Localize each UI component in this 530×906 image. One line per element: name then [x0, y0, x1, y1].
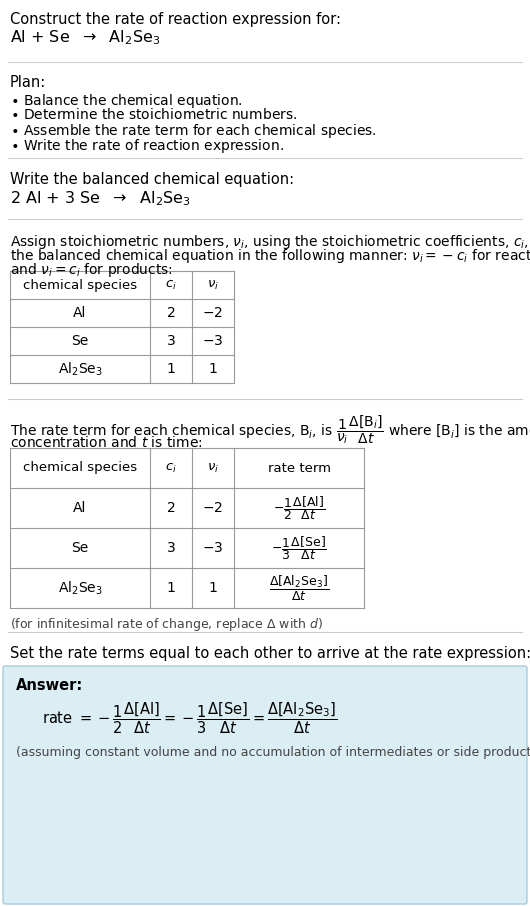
Text: Se: Se	[72, 334, 89, 348]
Text: 2: 2	[166, 306, 175, 320]
Text: rate $= -\dfrac{1}{2}\dfrac{\Delta[\mathrm{Al}]}{\Delta t} = -\dfrac{1}{3}\dfrac: rate $= -\dfrac{1}{2}\dfrac{\Delta[\math…	[42, 700, 337, 736]
Text: chemical species: chemical species	[23, 461, 137, 475]
Text: Al: Al	[73, 501, 87, 515]
Text: Al$_2$Se$_3$: Al$_2$Se$_3$	[58, 579, 102, 597]
Text: Al: Al	[73, 306, 87, 320]
Text: $-3$: $-3$	[202, 541, 224, 555]
Text: $-\dfrac{1}{3}\dfrac{\Delta[\mathrm{Se}]}{\Delta t}$: $-\dfrac{1}{3}\dfrac{\Delta[\mathrm{Se}]…	[271, 534, 327, 562]
Text: $-3$: $-3$	[202, 334, 224, 348]
Text: the balanced chemical equation in the following manner: $\nu_i = -c_i$ for react: the balanced chemical equation in the fo…	[10, 247, 530, 265]
Text: 1: 1	[209, 581, 217, 595]
Text: Se: Se	[72, 541, 89, 555]
Text: The rate term for each chemical species, B$_i$, is $\dfrac{1}{\nu_i}\dfrac{\Delt: The rate term for each chemical species,…	[10, 413, 530, 446]
Text: $-2$: $-2$	[202, 306, 224, 320]
Text: $c_i$: $c_i$	[165, 278, 177, 292]
Text: Assign stoichiometric numbers, $\nu_i$, using the stoichiometric coefficients, $: Assign stoichiometric numbers, $\nu_i$, …	[10, 233, 530, 251]
Text: Al + Se  $\rightarrow$  Al$_2$Se$_3$: Al + Se $\rightarrow$ Al$_2$Se$_3$	[10, 28, 161, 47]
Text: Answer:: Answer:	[16, 678, 83, 693]
Text: Set the rate terms equal to each other to arrive at the rate expression:: Set the rate terms equal to each other t…	[10, 646, 530, 661]
Text: 1: 1	[209, 362, 217, 376]
Text: $\dfrac{\Delta[\mathrm{Al_2Se_3}]}{\Delta t}$: $\dfrac{\Delta[\mathrm{Al_2Se_3}]}{\Delt…	[269, 573, 329, 602]
Text: $\bullet$ Determine the stoichiometric numbers.: $\bullet$ Determine the stoichiometric n…	[10, 107, 297, 122]
FancyBboxPatch shape	[3, 666, 527, 904]
Text: 1: 1	[166, 581, 175, 595]
Text: (for infinitesimal rate of change, replace $\Delta$ with $d$): (for infinitesimal rate of change, repla…	[10, 616, 323, 633]
Text: rate term: rate term	[268, 461, 331, 475]
Text: $\nu_i$: $\nu_i$	[207, 278, 219, 292]
Bar	[10, 271, 234, 383]
Text: 1: 1	[166, 362, 175, 376]
Text: $-2$: $-2$	[202, 501, 224, 515]
Text: Construct the rate of reaction expression for:: Construct the rate of reaction expressio…	[10, 12, 341, 27]
Bar	[10, 448, 364, 608]
Text: $c_i$: $c_i$	[165, 461, 177, 475]
Text: 3: 3	[166, 541, 175, 555]
Text: 3: 3	[166, 334, 175, 348]
Text: (assuming constant volume and no accumulation of intermediates or side products): (assuming constant volume and no accumul…	[16, 746, 530, 759]
Text: Write the balanced chemical equation:: Write the balanced chemical equation:	[10, 172, 294, 187]
Text: 2: 2	[166, 501, 175, 515]
Text: and $\nu_i = c_i$ for products:: and $\nu_i = c_i$ for products:	[10, 261, 173, 279]
Text: chemical species: chemical species	[23, 278, 137, 292]
Text: 2 Al + 3 Se  $\rightarrow$  Al$_2$Se$_3$: 2 Al + 3 Se $\rightarrow$ Al$_2$Se$_3$	[10, 189, 191, 207]
Text: $\bullet$ Write the rate of reaction expression.: $\bullet$ Write the rate of reaction exp…	[10, 137, 284, 155]
Text: $\bullet$ Balance the chemical equation.: $\bullet$ Balance the chemical equation.	[10, 92, 243, 110]
Text: concentration and $t$ is time:: concentration and $t$ is time:	[10, 435, 202, 450]
Text: Al$_2$Se$_3$: Al$_2$Se$_3$	[58, 361, 102, 378]
Text: $\bullet$ Assemble the rate term for each chemical species.: $\bullet$ Assemble the rate term for eac…	[10, 122, 377, 140]
Text: $-\dfrac{1}{2}\dfrac{\Delta[\mathrm{Al}]}{\Delta t}$: $-\dfrac{1}{2}\dfrac{\Delta[\mathrm{Al}]…	[273, 494, 325, 522]
Text: Plan:: Plan:	[10, 75, 46, 90]
Text: $\nu_i$: $\nu_i$	[207, 461, 219, 475]
